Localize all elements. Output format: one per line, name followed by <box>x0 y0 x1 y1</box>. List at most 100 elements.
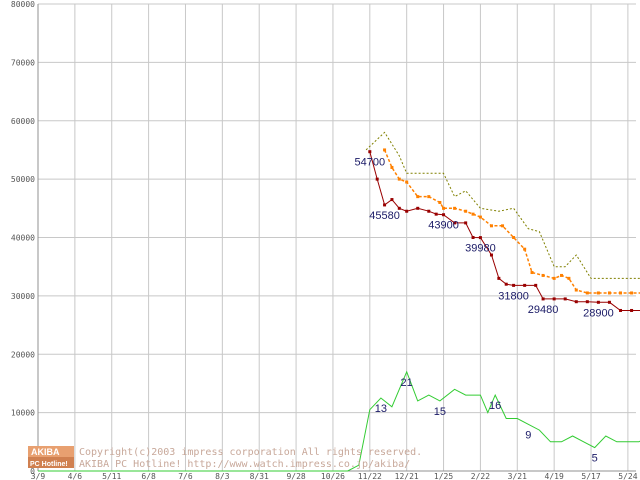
logo-top-box <box>28 446 74 457</box>
series-point-min <box>397 206 401 210</box>
y-tick-label: 60000 <box>11 117 35 126</box>
series-point-min <box>489 253 493 257</box>
x-tick-label: 7/6 <box>178 472 193 480</box>
series-point-min <box>541 297 545 301</box>
y-tick-label: 0 <box>30 467 35 476</box>
series-point-min <box>504 282 508 286</box>
series-point-average <box>405 180 409 184</box>
series-point-min <box>630 308 634 312</box>
series-point-average <box>541 273 545 277</box>
series-point-min <box>416 206 420 210</box>
data-label: 29480 <box>528 304 559 316</box>
series-point-min <box>574 300 578 304</box>
data-label: 21 <box>401 377 413 389</box>
x-tick-label: 9/28 <box>286 472 305 480</box>
series-point-min <box>442 213 446 217</box>
series-point-min <box>453 221 457 225</box>
series-point-min <box>390 198 394 202</box>
series-point-average <box>574 288 578 292</box>
logo-bottom-box <box>28 457 74 468</box>
series-point-average <box>489 224 493 228</box>
series-point-min <box>464 221 468 225</box>
series-point-average <box>416 195 420 199</box>
series-point-average <box>560 273 564 277</box>
watermark: AKIBA PC Hotline! Copyright(c)2003 impre… <box>28 446 422 470</box>
series-point-min <box>619 308 623 312</box>
x-tick-label: 3/9 <box>31 472 46 480</box>
data-series <box>38 131 640 472</box>
copyright-line: Copyright(c)2003 impress corporation All… <box>79 447 422 458</box>
x-tick-label: 8/31 <box>250 472 269 480</box>
y-tick-labels: 0 10000 20000 30000 40000 50000 60000 70000 8000… <box>11 0 35 476</box>
data-label: 9 <box>525 429 531 441</box>
x-tick-label: 1/25 <box>434 472 453 480</box>
series-line-shop-count <box>38 370 640 472</box>
grid-lines <box>37 3 636 471</box>
series-point-min <box>478 236 482 240</box>
data-label: 31800 <box>498 290 529 302</box>
data-label: 45580 <box>369 210 400 222</box>
logo-top-text: AKIBA <box>31 447 60 457</box>
series-point-average <box>471 212 475 216</box>
series-point-average <box>630 291 634 295</box>
series-line-max <box>365 131 640 279</box>
series-point-average <box>478 215 482 219</box>
series-point-min <box>607 300 611 304</box>
x-tick-label: 3/21 <box>508 472 527 480</box>
series-point-average <box>427 195 431 199</box>
x-tick-label: 12/21 <box>395 472 419 480</box>
series-point-min <box>497 276 501 280</box>
series-point-average <box>619 291 623 295</box>
data-labels: 5470045580439003998031800294802890026800… <box>355 157 614 465</box>
series-point-average <box>607 291 611 295</box>
series-point-min <box>512 283 516 287</box>
series-point-average <box>438 200 442 204</box>
y-tick-label: 10000 <box>11 409 35 418</box>
y-tick-label: 40000 <box>11 234 35 243</box>
x-tick-label: 11/22 <box>358 472 382 480</box>
series-point-average <box>390 165 394 169</box>
y-tick-label: 80000 <box>11 0 35 9</box>
series-point-average <box>453 206 457 210</box>
series-point-average <box>523 247 527 251</box>
series-point-min <box>534 283 538 287</box>
series-point-min <box>383 203 387 207</box>
series-point-average <box>512 236 516 239</box>
data-label: 16 <box>489 400 501 412</box>
series-point-min <box>563 297 567 301</box>
series-point-min <box>368 150 372 154</box>
series-point-average <box>596 291 600 295</box>
site-line: AKIBA PC Hotline! http://www.watch.impre… <box>79 459 410 470</box>
series-point-min <box>471 236 475 239</box>
y-tick-label: 50000 <box>11 175 35 184</box>
series-point-average <box>464 209 468 213</box>
series-point-min <box>552 297 556 301</box>
logo-bottom-text: PC Hotline! <box>30 461 68 468</box>
data-label: 13 <box>375 403 387 415</box>
y-tick-label: 30000 <box>11 292 35 301</box>
series-point-average <box>567 276 571 280</box>
data-label: 28900 <box>583 307 614 319</box>
data-label: 43900 <box>428 220 459 232</box>
series-point-average <box>501 224 505 228</box>
x-tick-label: 4/6 <box>68 472 83 480</box>
y-tick-label: 70000 <box>11 58 35 67</box>
series-point-average <box>383 148 387 152</box>
series-point-min <box>405 209 409 213</box>
series-point-min <box>375 177 379 181</box>
data-label: 39980 <box>465 243 496 255</box>
data-label: 15 <box>434 406 446 418</box>
series-point-average <box>552 276 556 280</box>
series-point-average <box>397 177 401 181</box>
x-tick-label: 5/11 <box>102 472 121 480</box>
series-point-average <box>442 206 446 210</box>
x-tick-label: 10/26 <box>321 472 345 480</box>
x-tick-label: 5/24 <box>618 472 637 480</box>
series-point-min <box>596 300 600 304</box>
x-tick-label: 4/19 <box>545 472 564 480</box>
series-point-average <box>530 271 534 275</box>
series-point-average <box>585 291 589 295</box>
x-tick-label: 5/17 <box>581 472 600 480</box>
